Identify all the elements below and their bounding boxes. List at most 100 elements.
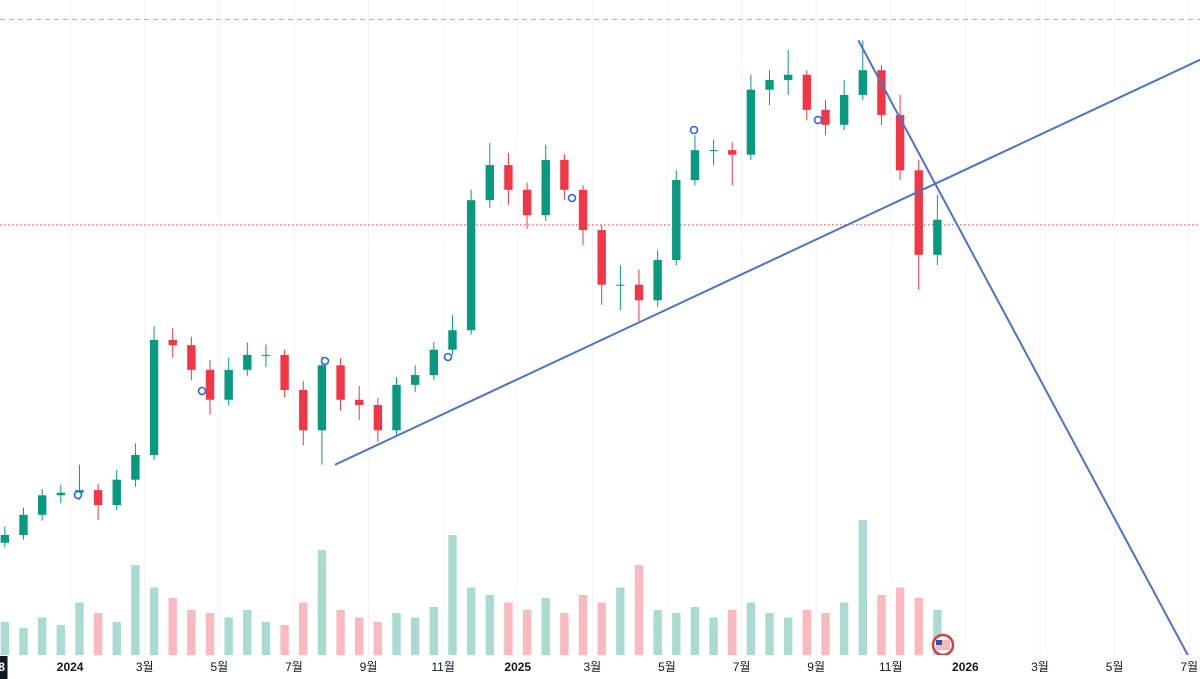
x-tick-label: 2025 bbox=[504, 660, 531, 674]
event-markers bbox=[73, 115, 823, 500]
volume-bar bbox=[373, 622, 383, 655]
candle-body bbox=[410, 375, 420, 385]
volume-bar bbox=[75, 602, 84, 655]
volume-bar bbox=[466, 587, 476, 655]
volume-bar bbox=[653, 610, 662, 655]
volume-bar bbox=[448, 535, 457, 655]
volume-bar bbox=[578, 595, 588, 655]
candle-body bbox=[839, 94, 849, 125]
volume-bar bbox=[280, 625, 289, 655]
x-tick-label: 5월 bbox=[210, 660, 228, 674]
x-tick-label: 2024 bbox=[57, 660, 84, 674]
candle-body bbox=[131, 455, 140, 480]
trendline bbox=[334, 58, 1200, 466]
candle-body bbox=[187, 345, 196, 370]
candle-body bbox=[392, 384, 401, 431]
candle-layer bbox=[0, 40, 942, 548]
candle-body bbox=[280, 354, 289, 390]
volume-bar bbox=[336, 610, 345, 655]
event-marker[interactable] bbox=[443, 352, 453, 362]
trendline bbox=[857, 39, 1189, 655]
event-marker[interactable] bbox=[73, 490, 83, 500]
event-marker[interactable] bbox=[197, 386, 207, 396]
volume-bar bbox=[634, 565, 644, 655]
volume-layer bbox=[0, 520, 942, 655]
x-tick-label: 11월 bbox=[879, 660, 903, 674]
candle-body bbox=[821, 109, 830, 125]
volume-bar bbox=[597, 602, 606, 655]
volume-bar bbox=[541, 598, 550, 655]
volume-bar bbox=[858, 520, 867, 655]
candle-body bbox=[373, 404, 383, 431]
volume-bar bbox=[243, 610, 252, 655]
candle-body bbox=[933, 219, 942, 255]
candle-body bbox=[205, 369, 215, 400]
volume-bar bbox=[877, 595, 886, 655]
volume-bar bbox=[19, 628, 28, 655]
event-marker[interactable] bbox=[689, 125, 699, 135]
volume-bar bbox=[728, 610, 737, 655]
x-tick-label: 9월 bbox=[360, 660, 378, 674]
candle-body bbox=[0, 534, 10, 543]
volume-bar bbox=[709, 617, 718, 655]
volume-bar bbox=[429, 607, 439, 655]
candle-body bbox=[261, 354, 271, 356]
volume-bar bbox=[690, 607, 700, 655]
x-tick-label: 3월 bbox=[136, 660, 154, 674]
candle-body bbox=[783, 74, 793, 80]
logo[interactable] bbox=[931, 633, 955, 657]
x-tick-label: 11월 bbox=[431, 660, 455, 674]
candle-body bbox=[448, 330, 457, 350]
volume-bar bbox=[765, 613, 774, 655]
x-tick-label: 5월 bbox=[1106, 660, 1124, 674]
x-tick-label: 3월 bbox=[583, 660, 601, 674]
volume-bar bbox=[410, 617, 420, 655]
candle-body bbox=[243, 354, 252, 370]
x-tick-label: 8 bbox=[0, 660, 5, 674]
volume-bar bbox=[485, 595, 494, 655]
volume-bar bbox=[168, 598, 177, 655]
candle-body bbox=[37, 495, 47, 515]
candle-body bbox=[709, 150, 718, 152]
candle-body bbox=[802, 74, 812, 110]
volume-bar bbox=[616, 587, 625, 655]
event-marker[interactable] bbox=[567, 193, 577, 203]
event-marker[interactable] bbox=[320, 356, 330, 366]
volume-bar bbox=[895, 587, 905, 655]
volume-bar bbox=[112, 622, 121, 655]
volume-bar bbox=[299, 602, 308, 655]
volume-bar bbox=[914, 598, 923, 655]
volume-bar bbox=[821, 613, 830, 655]
x-tick-label: 9월 bbox=[807, 660, 825, 674]
trendline-layer bbox=[334, 39, 1200, 655]
candle-body bbox=[112, 479, 121, 506]
candle-body bbox=[522, 189, 532, 216]
horizontal-lines bbox=[0, 19, 1200, 226]
candle-body bbox=[728, 150, 737, 155]
candle-body bbox=[149, 339, 159, 455]
volume-bar bbox=[746, 602, 756, 655]
candle-body bbox=[895, 115, 905, 171]
x-tick-label: 7월 bbox=[285, 660, 303, 674]
candle-body bbox=[336, 365, 345, 400]
candle-body bbox=[746, 89, 756, 155]
time-axis bbox=[0, 655, 1200, 679]
candle-body bbox=[578, 189, 588, 231]
candle-body bbox=[634, 284, 644, 301]
candle-body bbox=[19, 514, 28, 535]
volume-bar bbox=[839, 602, 849, 655]
volume-bar bbox=[224, 617, 233, 655]
candle-body bbox=[168, 339, 177, 346]
time-axis-labels: 8 2024 3월 5월 7월 9월 11월 2025 3월 5월 7월 9월 11월 2026 3월 5월 7… bbox=[0, 656, 1198, 679]
candle-body bbox=[355, 399, 364, 405]
volume-bar bbox=[37, 617, 47, 655]
candle-body bbox=[560, 159, 569, 190]
candle-body bbox=[485, 165, 494, 201]
candle-body bbox=[504, 165, 513, 190]
candle-body bbox=[914, 170, 923, 255]
candle-body bbox=[429, 349, 439, 376]
event-marker[interactable] bbox=[813, 115, 823, 125]
candle-body bbox=[877, 70, 886, 116]
